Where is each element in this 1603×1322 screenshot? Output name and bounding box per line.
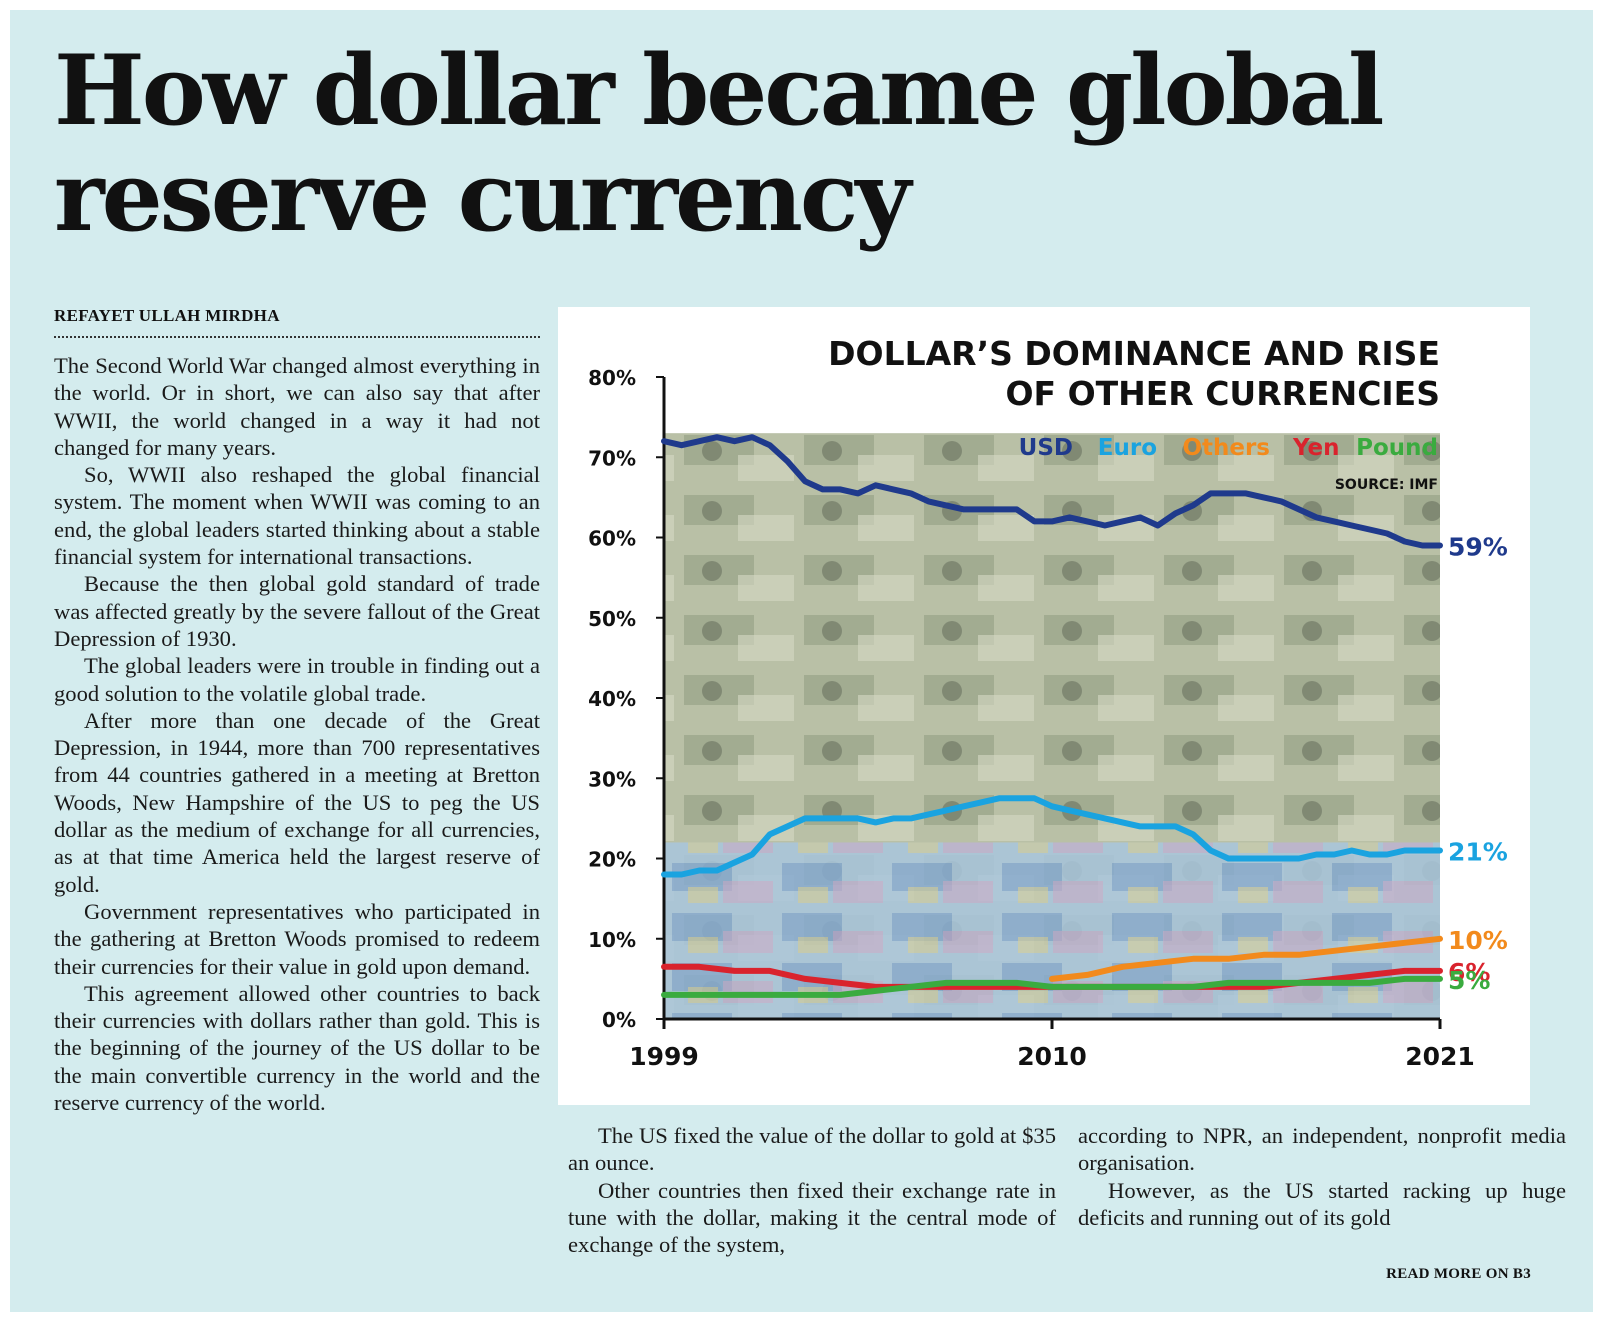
y-tick-label: 70%: [588, 446, 636, 470]
paragraph: The Second World War changed almost ever…: [54, 353, 540, 460]
series-end-label: 5%: [1448, 966, 1490, 995]
paragraph: according to NPR, an independent, nonpro…: [1078, 1123, 1566, 1176]
legend-entry: Yen: [1292, 435, 1340, 461]
article-column-3: according to NPR, an independent, nonpro…: [1078, 1122, 1566, 1231]
legend-entry: Pound: [1356, 435, 1438, 461]
byline: REFAYET ULLAH MIRDHA: [54, 306, 280, 325]
series-line-others: [1049, 935, 1443, 982]
chart-labels: 0% 10% 20% 30% 40% 50% 60% 70% 80% 1999 2010 2021 DO…: [588, 334, 1508, 1071]
y-tick-label: 80%: [588, 366, 636, 390]
legend-entry: Others: [1182, 435, 1270, 461]
axes: [656, 376, 1442, 1029]
series-line-usd: [661, 434, 1443, 549]
y-tick-label: 30%: [588, 767, 636, 791]
legend-entry: Euro: [1098, 435, 1157, 461]
y-tick-label: 10%: [588, 928, 636, 952]
banknote-photo: [664, 433, 1440, 1019]
series-end-label: 6%: [1448, 958, 1490, 987]
x-tick-label: 2010: [1017, 1042, 1087, 1071]
x-tick-label: 1999: [629, 1042, 699, 1071]
paragraph: This agreement allowed other countries t…: [54, 980, 540, 1116]
series-end-label: 59%: [1448, 533, 1508, 562]
chart-panel: 0% 10% 20% 30% 40% 50% 60% 70% 80% 1999 2010 2021 DO…: [558, 307, 1530, 1105]
chart-title-line: OF OTHER CURRENCIES: [1005, 374, 1440, 413]
byline-divider: [54, 336, 540, 338]
series-lines: [661, 434, 1443, 998]
paragraph: After more than one decade of the Great …: [54, 707, 540, 897]
currency-reserve-chart: 0% 10% 20% 30% 40% 50% 60% 70% 80% 1999 2010 2021 DO…: [588, 334, 1508, 1071]
chart-source: SOURCE: IMF: [1335, 477, 1438, 493]
paragraph: Because the then global gold standard of…: [54, 571, 540, 651]
article-column-1: The Second World War changed almost ever…: [54, 352, 540, 1116]
newspaper-page: How dollar became global reserve currenc…: [10, 10, 1593, 1312]
read-more-link[interactable]: READ MORE ON B3: [1386, 1266, 1531, 1282]
series-end-label: 21%: [1448, 837, 1508, 866]
paragraph: Government representatives who participa…: [54, 898, 540, 979]
paragraph: So, WWII also reshaped the global financ…: [54, 462, 540, 570]
paragraph: The US fixed the value of the dollar to …: [568, 1123, 1056, 1176]
chart-title-line: DOLLAR’S DOMINANCE AND RISE: [828, 334, 1440, 373]
paragraph: The global leaders were in trouble in fi…: [54, 653, 540, 706]
series-line-euro: [661, 795, 1443, 878]
y-tick-label: 60%: [588, 527, 636, 551]
x-tick-label: 2021: [1405, 1042, 1475, 1071]
y-tick-label: 40%: [588, 687, 636, 711]
legend-entry: USD: [1019, 435, 1073, 461]
y-tick-label: 20%: [588, 848, 636, 872]
y-tick-label: 50%: [588, 607, 636, 631]
headline: How dollar became global reserve currenc…: [54, 34, 1384, 253]
paragraph: However, as the US started racking up hu…: [1078, 1177, 1566, 1230]
article-column-2: The US fixed the value of the dollar to …: [568, 1122, 1056, 1258]
series-end-label: 10%: [1448, 926, 1508, 955]
paragraph: Other countries then fixed their exchang…: [568, 1177, 1056, 1258]
series-line-pound: [661, 975, 1443, 998]
y-tick-label: 0%: [602, 1008, 636, 1032]
